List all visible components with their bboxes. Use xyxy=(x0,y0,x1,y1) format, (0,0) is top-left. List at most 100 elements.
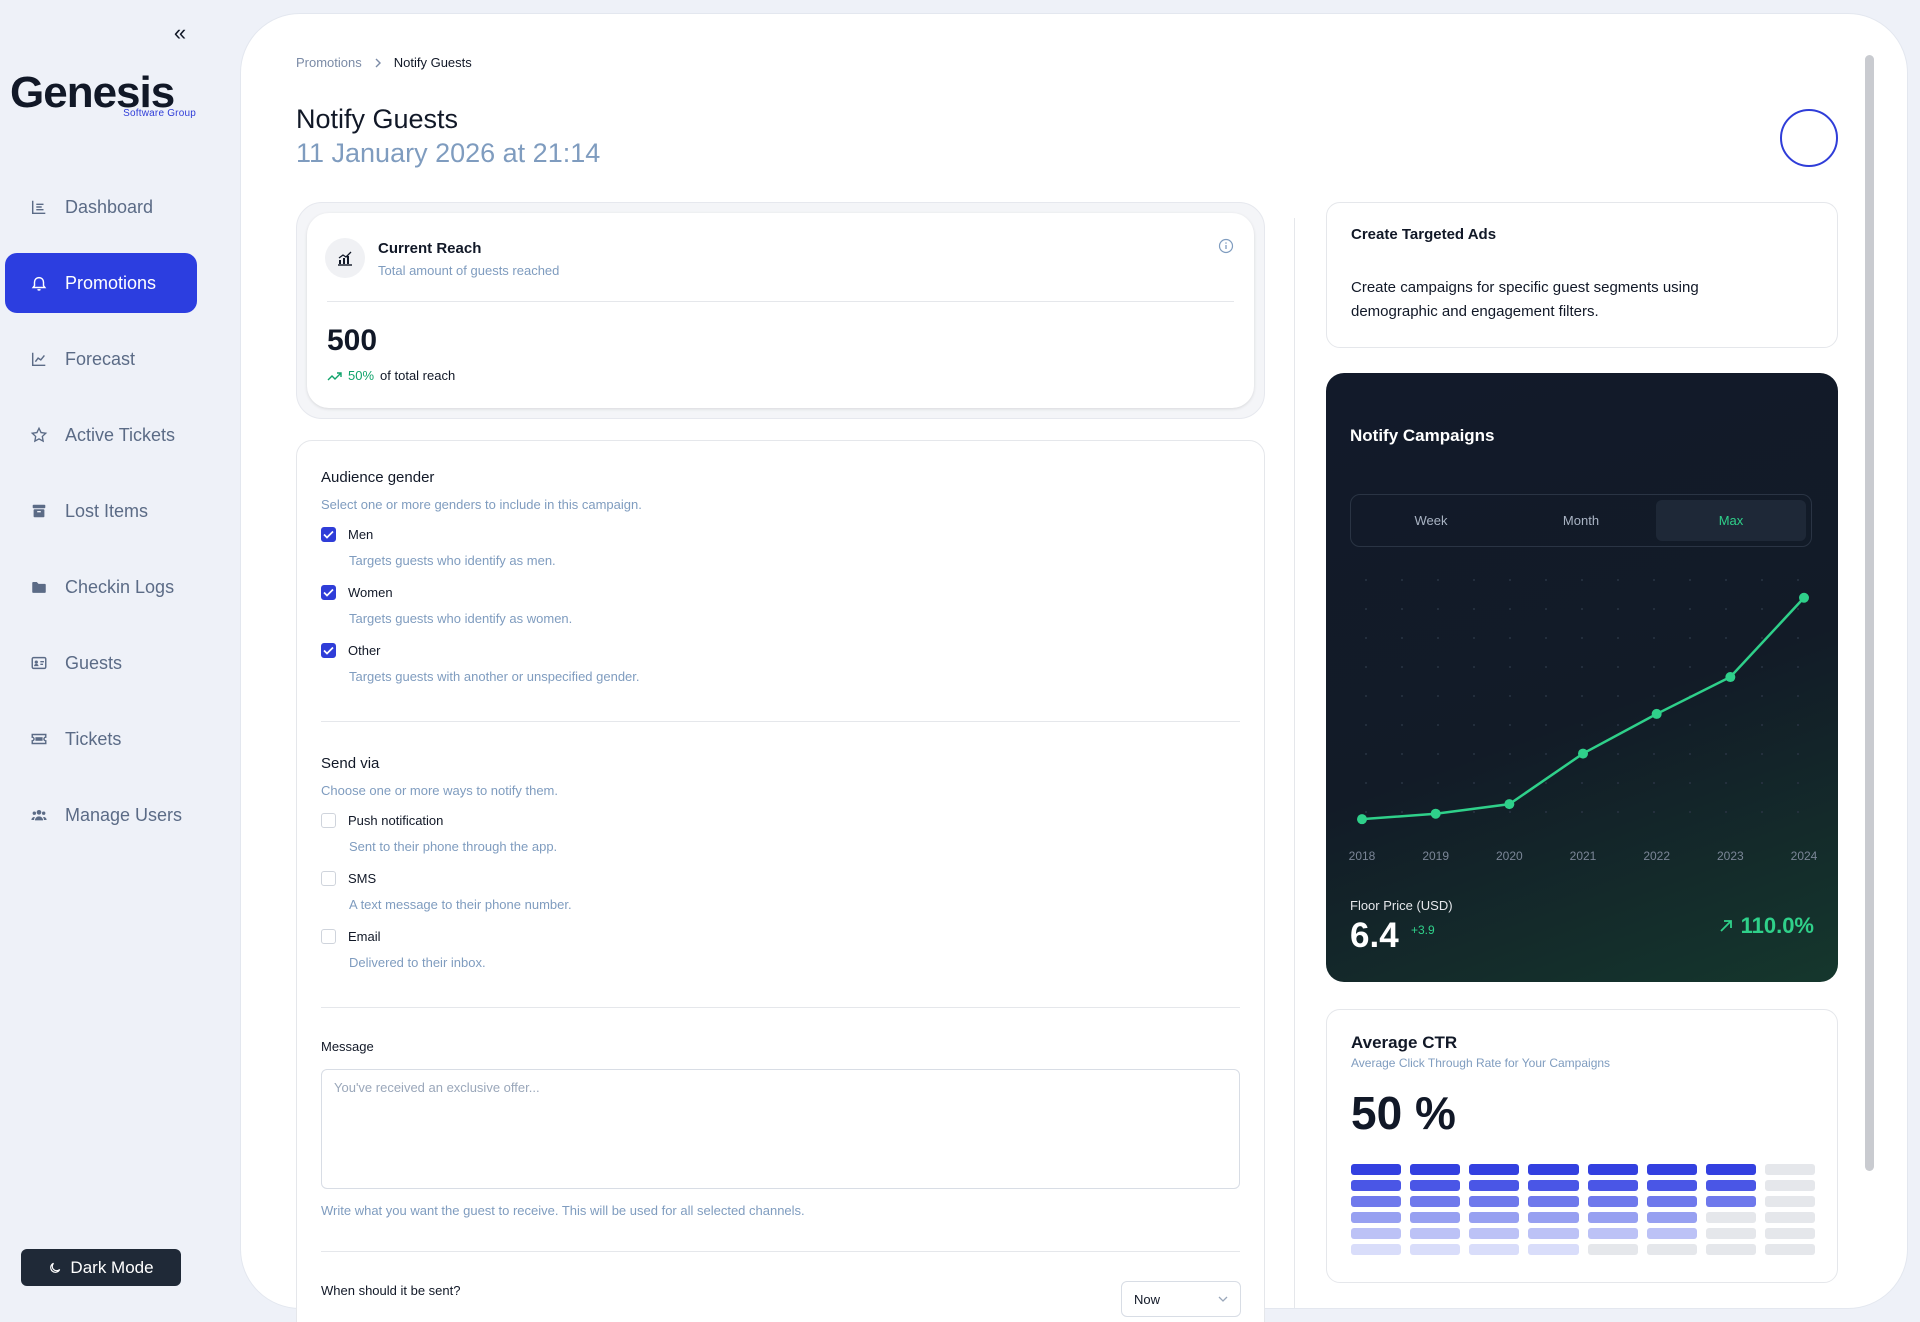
folder-icon xyxy=(29,577,49,597)
grid-dot xyxy=(1653,666,1655,668)
ctr-bar xyxy=(1469,1228,1520,1239)
data-point[interactable] xyxy=(1651,708,1662,719)
grid-dot xyxy=(1689,666,1691,668)
sidebar-item-label: Guests xyxy=(65,652,123,673)
time-range-tabs: Week Month Max xyxy=(1350,494,1812,547)
sidebar-item-label: Dashboard xyxy=(65,196,154,217)
option-push-notification[interactable]: Push notification xyxy=(321,813,443,828)
collapse-sidebar-button[interactable]: « xyxy=(173,20,187,45)
scrollbar[interactable] xyxy=(1865,55,1874,1171)
sidebar-item-promotions[interactable]: Promotions xyxy=(5,253,197,313)
ctr-bar xyxy=(1351,1244,1402,1255)
sidebar-item-dashboard[interactable]: Dashboard xyxy=(5,177,197,237)
ctr-bar xyxy=(1410,1212,1461,1223)
ads-text: Create campaigns for specific guest segm… xyxy=(1351,279,1699,320)
divider xyxy=(327,301,1234,302)
grid-dot xyxy=(1473,666,1475,668)
grid-dot xyxy=(1617,695,1619,697)
data-point[interactable] xyxy=(1430,808,1441,819)
grid-dot xyxy=(1401,608,1403,610)
option-other[interactable]: Other xyxy=(321,643,381,658)
grid-dot xyxy=(1365,579,1367,581)
message-textarea[interactable]: You've received an exclusive offer... xyxy=(321,1069,1240,1189)
option-description: Targets guests who identify as women. xyxy=(349,611,573,626)
grid-dot xyxy=(1401,724,1403,726)
logo-subtext: Software Group xyxy=(123,108,196,119)
tab-week[interactable]: Week xyxy=(1414,513,1448,528)
option-men[interactable]: Men xyxy=(321,527,373,542)
checkbox[interactable] xyxy=(321,527,336,542)
growth-row: 110.0% xyxy=(1719,913,1814,939)
data-point[interactable] xyxy=(1578,748,1588,759)
grid-dot xyxy=(1473,608,1475,610)
grid-dot xyxy=(1581,579,1583,581)
option-email[interactable]: Email xyxy=(321,929,381,944)
sidebar-item-tickets[interactable]: Tickets xyxy=(5,709,197,769)
bell-icon xyxy=(29,273,49,293)
ctr-bar-grid xyxy=(1351,1164,1815,1255)
notify-form: Audience gender Select one or more gende… xyxy=(296,440,1265,1322)
grid-dot xyxy=(1761,695,1763,697)
grid-dot xyxy=(1617,782,1619,784)
arrow-up-right-icon xyxy=(1719,920,1732,932)
floor-price-delta: +3.9 xyxy=(1411,923,1435,937)
sidebar-item-manage-users[interactable]: Manage Users xyxy=(5,785,197,845)
schedule-label: When should it be sent? xyxy=(321,1283,461,1298)
ctr-bar xyxy=(1410,1196,1461,1207)
option-label: Email xyxy=(348,929,381,944)
x-tick-label: 2019 xyxy=(1422,849,1449,863)
info-icon[interactable] xyxy=(1218,238,1234,254)
grid-dot xyxy=(1689,608,1691,610)
grid-dot xyxy=(1437,666,1439,668)
option-label: Women xyxy=(348,585,393,600)
ctr-bar xyxy=(1528,1212,1579,1223)
checkbox[interactable] xyxy=(321,813,336,828)
sidebar-item-guests[interactable]: Guests xyxy=(5,633,197,693)
grid-dot xyxy=(1797,666,1799,668)
grid-dot xyxy=(1653,579,1655,581)
option-label: Men xyxy=(348,527,374,542)
grid-dot xyxy=(1437,753,1439,755)
checkbox[interactable] xyxy=(321,585,336,600)
tab-month[interactable]: Month xyxy=(1562,513,1600,528)
grid-dot xyxy=(1689,753,1691,755)
schedule-select[interactable]: Now xyxy=(1121,1281,1241,1317)
data-point[interactable] xyxy=(1799,592,1809,603)
id-card-icon xyxy=(29,653,49,673)
archive-icon xyxy=(29,501,49,521)
data-point[interactable] xyxy=(1725,672,1736,683)
data-point[interactable] xyxy=(1357,814,1367,825)
breadcrumb-parent[interactable]: Promotions xyxy=(296,55,362,70)
targeted-ads-card[interactable]: Create Targeted Ads Create campaigns for… xyxy=(1326,202,1838,348)
checkbox[interactable] xyxy=(321,929,336,944)
checkbox[interactable] xyxy=(321,643,336,658)
grid-dot xyxy=(1725,811,1727,813)
column-divider xyxy=(1294,218,1295,1308)
grid-dot xyxy=(1437,579,1439,581)
sidebar-item-lost-items[interactable]: Lost Items xyxy=(5,481,197,541)
x-tick-label: 2018 xyxy=(1349,849,1376,863)
checkbox[interactable] xyxy=(321,871,336,886)
sidebar-item-forecast[interactable]: Forecast xyxy=(5,329,197,389)
campaigns-line-chart: 2018 2019 2020 2021 2022 2023 2024 xyxy=(1349,579,1818,863)
sidebar-item-checkin-logs[interactable]: Checkin Logs xyxy=(5,557,197,617)
chart-line-icon xyxy=(29,349,49,369)
check-icon xyxy=(323,588,334,597)
grid-dot xyxy=(1401,666,1403,668)
ctr-bar xyxy=(1410,1244,1461,1255)
sidebar-item-active-tickets[interactable]: Active Tickets xyxy=(5,405,197,465)
ctr-card: Average CTR Average Click Through Rate f… xyxy=(1326,1009,1838,1283)
avatar[interactable] xyxy=(1780,109,1838,167)
sidebar-item-label: Promotions xyxy=(65,272,157,293)
grid-dot xyxy=(1509,666,1511,668)
reach-percent: 50% xyxy=(348,368,375,383)
grid-dot xyxy=(1617,753,1619,755)
tab-max[interactable]: Max xyxy=(1656,500,1806,541)
dark-mode-button[interactable]: Dark Mode xyxy=(21,1249,181,1286)
data-point[interactable] xyxy=(1504,799,1515,810)
option-sms[interactable]: SMS xyxy=(321,871,376,886)
breadcrumb: Promotions Notify Guests xyxy=(296,55,472,70)
option-women[interactable]: Women xyxy=(321,585,393,600)
grid-dot xyxy=(1365,608,1367,610)
grid-dot xyxy=(1689,811,1691,813)
